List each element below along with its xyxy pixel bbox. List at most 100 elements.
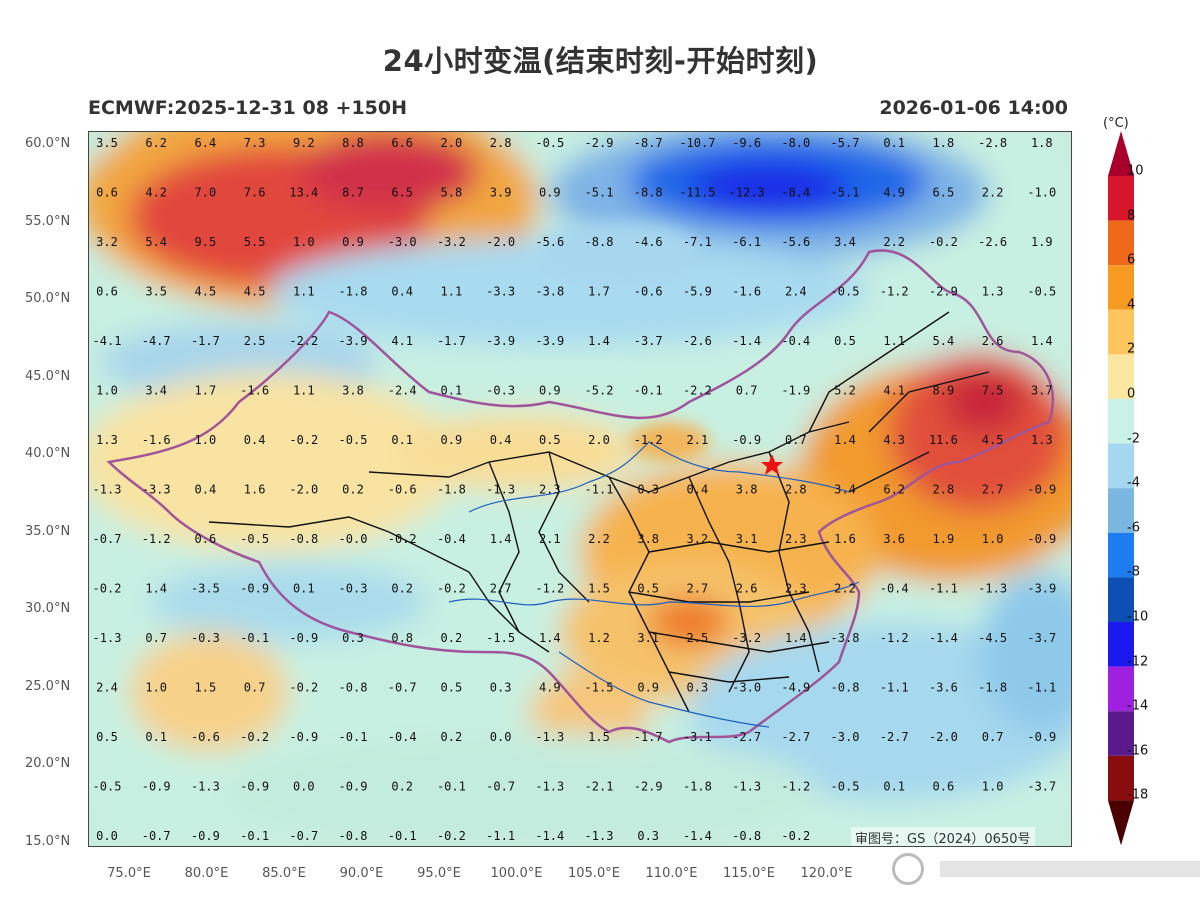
grid-value-label: -0.9 [1027,730,1056,744]
grid-value-label: -11.5 [679,186,715,200]
grid-value-label: 1.3 [96,433,118,447]
grid-value-label: -3.0 [831,730,860,744]
grid-value-label: -1.2 [781,780,810,794]
grid-value-label: 1.4 [490,532,512,546]
colorbar-segment [1108,399,1134,444]
grid-value-label: 3.2 [96,235,118,249]
grid-value-label: -0.9 [191,829,220,843]
grid-value-label: 3.5 [145,285,167,299]
grid-value-label: 13.4 [289,186,318,200]
grid-value-label: 0.9 [441,433,463,447]
grid-value-label: 2.3 [785,582,807,596]
weibo-watermark [835,853,1200,889]
colorbar-tick-label: 0 [1127,386,1136,402]
grid-value-label: -2.6 [683,334,712,348]
grid-value-label: -3.7 [1027,780,1056,794]
grid-value-label: 0.8 [391,631,413,645]
grid-value-label: 3.1 [736,532,758,546]
grid-value-label: 0.7 [244,681,266,695]
grid-value-label: 3.4 [834,235,856,249]
grid-value-label: -0.2 [437,829,466,843]
grid-value-label: 2.8 [785,483,807,497]
latitude-label: 60.0°N [25,136,71,151]
grid-value-label: 1.1 [293,384,315,398]
grid-value-label: 0.2 [391,582,413,596]
colorbar-segment [1108,577,1134,622]
grid-value-label: -1.1 [929,582,958,596]
grid-value-label: 2.2 [834,582,856,596]
colorbar-segment [1108,666,1134,712]
grid-value-label: 1.7 [588,285,610,299]
grid-value-label: 0.1 [441,384,463,398]
colorbar-bottom-arrow [1108,800,1134,846]
grid-value-label: -2.2 [289,334,318,348]
grid-value-label: -7.1 [683,235,712,249]
grid-value-label: -0.9 [1027,532,1056,546]
model-run-label: ECMWF:2025-12-31 08 +150H [88,97,408,119]
grid-value-label: 2.6 [982,334,1004,348]
grid-value-label: -3.0 [732,681,761,695]
latitude-label: 30.0°N [25,601,71,616]
grid-value-label: 0.9 [539,384,561,398]
grid-value-label: -2.0 [929,730,958,744]
latitude-label: 40.0°N [25,446,71,461]
grid-value-label: 0.7 [145,631,167,645]
grid-value-label: -0.4 [437,532,466,546]
grid-value-label: -1.2 [634,433,663,447]
grid-value-label: -2.1 [585,780,614,794]
grid-value-label: -5.6 [535,235,564,249]
grid-value-label: -3.8 [535,285,564,299]
grid-value-label: 2.8 [490,136,512,150]
grid-value-label: 4.2 [145,186,167,200]
grid-value-label: -1.7 [437,334,466,348]
grid-value-label: 5.4 [145,235,167,249]
grid-value-label: -1.1 [880,681,909,695]
grid-value-label: -6.1 [732,235,761,249]
grid-value-label: 9.5 [195,235,217,249]
grid-value-label: 1.4 [588,334,610,348]
grid-value-label: -1.4 [929,631,958,645]
grid-value-label: -1.6 [240,384,269,398]
grid-value-label: 1.6 [834,532,856,546]
colorbar-segment [1108,309,1134,355]
grid-value-label: -4.1 [93,334,122,348]
grid-value-label: 1.3 [982,285,1004,299]
grid-value-label: 3.7 [1031,384,1053,398]
longitude-label: 100.0°E [490,866,543,881]
grid-value-label: 0.3 [342,631,364,645]
grid-value-label: -1.2 [142,532,171,546]
temperature-change-map[interactable]: 3.5 6.2 6.4 7.3 9.2 8.8 6.6 2.0 2.8 -0.5 -2.9 -8.7 -… [88,131,1072,847]
colorbar-tick-label: -16 [1127,743,1149,759]
grid-value-label: -9.6 [732,136,761,150]
grid-value-label: -0.9 [339,780,368,794]
grid-value-label: -1.4 [732,334,761,348]
grid-value-label: -1.2 [880,285,909,299]
grid-value-label: 11.6 [929,433,958,447]
grid-value-label: -1.5 [585,681,614,695]
grid-value-label: -3.7 [1027,631,1056,645]
grid-value-label: -3.9 [486,334,515,348]
grid-value-label: 0.2 [441,730,463,744]
grid-value-label: 9.2 [293,136,315,150]
grid-value-label: -0.2 [289,433,318,447]
grid-value-label: 1.7 [195,384,217,398]
grid-value-label: -0.1 [339,730,368,744]
map-title: 24小时变温(结束时刻-开始时刻) [382,44,819,78]
grid-value-label: -10.7 [679,136,715,150]
grid-value-label: 1.4 [785,631,807,645]
grid-value-label: 5.5 [244,235,266,249]
grid-value-label: -1.3 [93,631,122,645]
grid-value-label: -4.5 [978,631,1007,645]
grid-value-label: 5.2 [834,384,856,398]
grid-value-label: 3.2 [687,532,709,546]
grid-value-label: -0.1 [240,829,269,843]
valid-time-label: 2026-01-06 14:00 [879,97,1068,119]
grid-value-label: 2.7 [490,582,512,596]
grid-value-label: 0.1 [145,730,167,744]
grid-value-label: 1.4 [145,582,167,596]
colorbar-tick-label: -12 [1127,654,1149,670]
grid-value-label: 4.5 [982,433,1004,447]
grid-value-label: 2.0 [441,136,463,150]
grid-value-label: -5.1 [831,186,860,200]
grid-value-label: -1.8 [978,681,1007,695]
